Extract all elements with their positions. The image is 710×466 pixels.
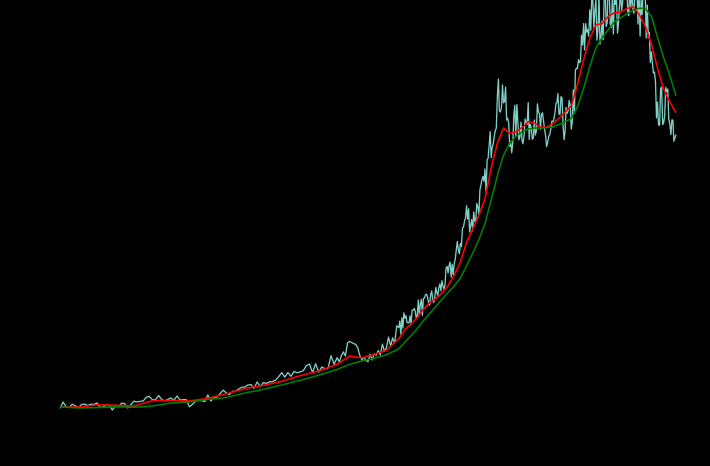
series-line-1 [59,5,677,408]
plot-area [59,0,677,411]
series-line-2 [59,7,677,409]
